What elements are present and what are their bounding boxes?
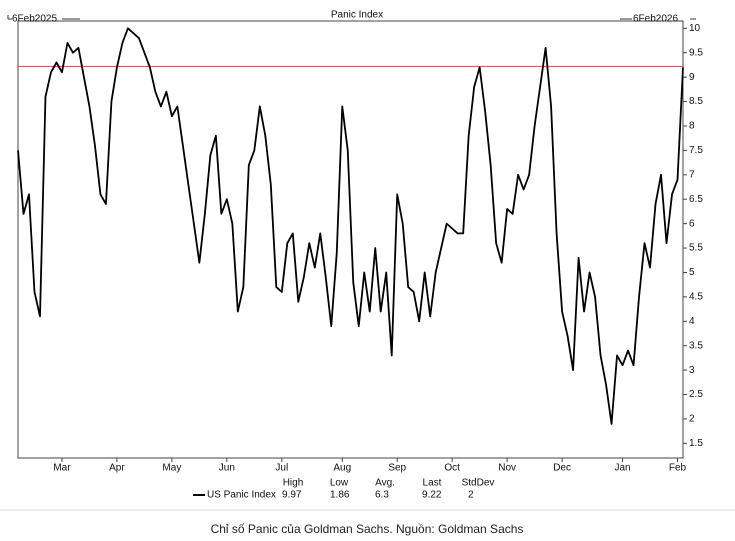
y-tick-label: 6.5: [689, 194, 703, 205]
x-tick-label: May: [162, 463, 181, 474]
x-tick-label: Feb: [669, 463, 687, 474]
stats-header: Avg.: [375, 478, 395, 489]
y-tick-label: 7: [689, 169, 695, 180]
stats-value: 1.86: [330, 490, 350, 501]
x-tick-label: Apr: [109, 463, 125, 474]
legend-label: US Panic Index: [207, 490, 276, 501]
y-tick-label: 4: [689, 316, 695, 327]
x-tick-label: Nov: [498, 463, 516, 474]
y-tick-label: 2.5: [689, 389, 703, 400]
stats-header: Low: [330, 478, 349, 489]
plot-frame: [17, 20, 684, 459]
y-tick-label: 3: [689, 365, 695, 376]
stats-header: High: [283, 478, 304, 489]
y-tick-label: 7.5: [689, 145, 703, 156]
y-tick-label: 5.5: [689, 243, 703, 254]
x-tick-label: Aug: [333, 463, 351, 474]
stats-value: 9.97: [282, 490, 302, 501]
x-tick-label: Jun: [219, 463, 235, 474]
x-tick-label: Dec: [553, 463, 571, 474]
chart-title: Panic Index: [331, 10, 383, 21]
x-tick-label: Mar: [53, 463, 71, 474]
x-tick-label: Sep: [388, 463, 406, 474]
y-tick-label: 5: [689, 267, 695, 278]
y-tick-label: 10: [689, 23, 701, 34]
caption: Chỉ số Panic của Goldman Sachs. Nguồn: G…: [211, 522, 524, 536]
x-tick-label: Jan: [614, 463, 630, 474]
series-line: [17, 27, 684, 425]
y-tick-label: 4.5: [689, 292, 703, 303]
stats-value: 2: [468, 490, 474, 501]
y-tick-label: 9: [689, 72, 695, 83]
end-label: 6Feb2026: [633, 14, 678, 25]
stats-value: 6.3: [375, 490, 389, 501]
x-tick-label: Jul: [275, 463, 288, 474]
y-tick-label: 3.5: [689, 340, 703, 351]
y-tick-label: 1.5: [689, 438, 703, 449]
y-tick-label: 8.5: [689, 96, 703, 107]
stats-header: StdDev: [462, 478, 495, 489]
y-tick-label: 9.5: [689, 47, 703, 58]
stats-value: 9.22: [422, 490, 442, 501]
start-label: 6Feb2025: [12, 14, 57, 25]
y-tick-label: 6: [689, 218, 695, 229]
x-tick-label: Oct: [444, 463, 460, 474]
stats-header: Last: [423, 478, 442, 489]
y-tick-label: 8: [689, 121, 695, 132]
y-tick-label: 2: [689, 414, 695, 425]
